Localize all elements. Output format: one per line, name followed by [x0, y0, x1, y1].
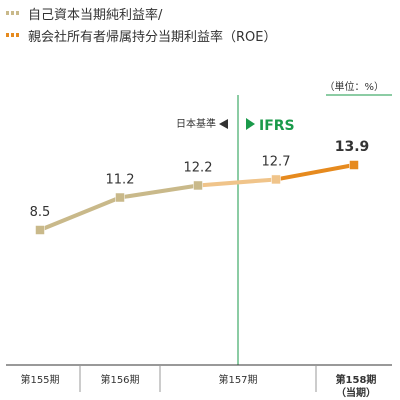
x-tick-label-2: 第156期 — [100, 373, 139, 386]
x-tick-label-4: 第158期 — [336, 373, 377, 386]
data-point-4 — [271, 174, 281, 185]
legend-item-1: 自己資本当期純利益率/ — [6, 2, 276, 24]
data-point-2 — [115, 192, 125, 203]
data-label-2: 11.2 — [106, 173, 135, 188]
data-point-1 — [35, 225, 45, 235]
legend-swatch-icon — [6, 11, 20, 15]
legend-label-1: 自己資本当期純利益率/ — [28, 7, 163, 23]
x-tick-label-3: 第157期 — [218, 373, 257, 386]
x-tick-label-1: 第155期 — [20, 373, 59, 386]
data-label-4: 12.7 — [262, 154, 291, 169]
legend-label-2: 親会社所有者帰属持分当期利益率（ROE） — [28, 29, 277, 45]
series-segment-4 — [275, 163, 355, 182]
jgaap-arrow-icon — [219, 119, 228, 129]
legend-swatch-icon — [6, 33, 20, 37]
series-segment-2 — [119, 183, 199, 200]
data-label-5: 13.9 — [335, 139, 370, 155]
data-label-3: 12.2 — [184, 160, 213, 175]
ifrs-label: IFRS — [259, 118, 295, 134]
x-tick-sublabel-4: （当期） — [336, 386, 376, 399]
series-segment-3 — [197, 177, 277, 188]
data-label-1: 8.5 — [30, 205, 51, 220]
unit-label: （単位：%） — [324, 82, 384, 93]
jgaap-label: 日本基準 — [176, 117, 216, 130]
ifrs-arrow-icon — [246, 118, 255, 130]
legend: 自己資本当期純利益率/ 親会社所有者帰属持分当期利益率（ROE） — [6, 2, 276, 46]
data-point-3 — [193, 180, 203, 191]
data-point-5 — [349, 160, 359, 170]
series-segment-1 — [39, 195, 121, 232]
legend-item-2: 親会社所有者帰属持分当期利益率（ROE） — [6, 24, 276, 46]
